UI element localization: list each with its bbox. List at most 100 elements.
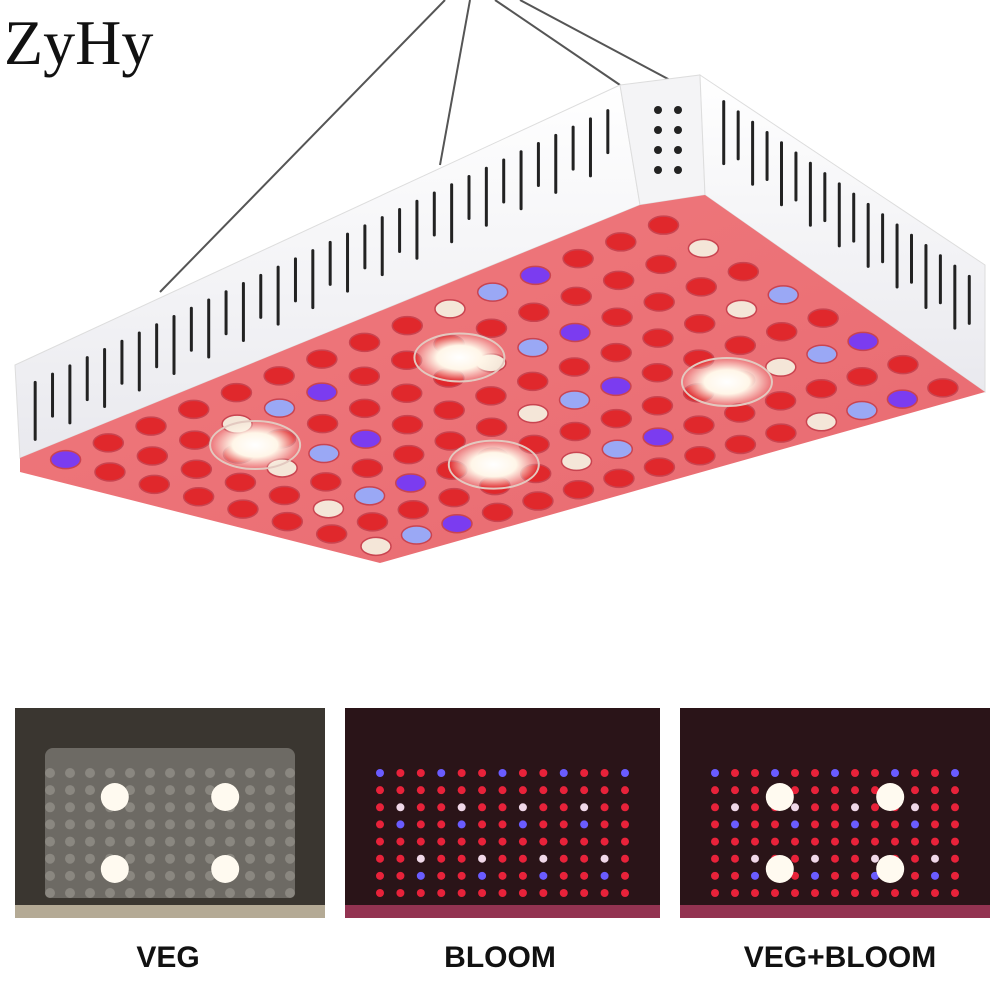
led xyxy=(559,803,568,812)
led xyxy=(105,888,115,898)
led xyxy=(559,854,568,863)
led xyxy=(94,462,126,482)
led xyxy=(392,444,425,465)
slit xyxy=(924,244,928,310)
slit xyxy=(852,192,856,243)
slit xyxy=(328,240,332,286)
led xyxy=(931,854,939,863)
slit xyxy=(432,191,436,237)
led xyxy=(224,472,257,493)
led xyxy=(391,315,424,336)
led xyxy=(951,820,959,829)
slit xyxy=(155,323,159,369)
floor-glow xyxy=(15,905,325,918)
led xyxy=(724,335,757,356)
led xyxy=(478,820,487,829)
led xyxy=(498,786,507,795)
led xyxy=(306,413,339,434)
led xyxy=(559,837,568,846)
led xyxy=(580,769,589,777)
led xyxy=(539,769,548,777)
vent-hole xyxy=(654,166,662,174)
led xyxy=(125,768,135,778)
led xyxy=(851,871,859,880)
led xyxy=(182,487,215,507)
led xyxy=(65,888,75,898)
led xyxy=(518,820,527,829)
led xyxy=(396,803,405,812)
led xyxy=(437,889,446,897)
led xyxy=(498,803,507,812)
led xyxy=(931,889,939,897)
led xyxy=(600,820,609,829)
slit xyxy=(346,232,350,293)
led xyxy=(580,803,589,812)
slit xyxy=(736,110,740,161)
led xyxy=(265,785,275,796)
led xyxy=(951,837,959,846)
led xyxy=(560,451,593,472)
led xyxy=(65,768,75,778)
led xyxy=(642,427,674,447)
slit xyxy=(751,120,755,186)
panel-photo xyxy=(680,708,990,918)
led xyxy=(831,854,839,863)
led xyxy=(457,837,466,846)
led xyxy=(621,820,629,829)
led xyxy=(911,889,919,897)
led xyxy=(360,536,392,557)
led xyxy=(621,889,629,897)
led xyxy=(887,354,919,375)
led xyxy=(711,803,719,812)
led xyxy=(731,803,739,812)
slit xyxy=(293,257,297,303)
led xyxy=(891,769,899,777)
mode-label: VEG+BLOOM xyxy=(744,941,937,974)
led xyxy=(911,803,919,812)
led xyxy=(559,820,568,829)
led xyxy=(245,853,255,864)
led xyxy=(185,819,195,830)
led xyxy=(125,836,135,847)
cob-led xyxy=(680,356,773,407)
led xyxy=(265,819,275,830)
led xyxy=(263,398,296,418)
led xyxy=(396,786,405,795)
led xyxy=(245,802,255,813)
led xyxy=(911,786,919,795)
led xyxy=(416,820,425,829)
led xyxy=(518,302,550,323)
led xyxy=(205,888,215,898)
led xyxy=(731,854,739,863)
led xyxy=(136,446,169,466)
led xyxy=(165,870,175,881)
led xyxy=(751,889,759,897)
led xyxy=(205,802,215,813)
led xyxy=(478,803,487,812)
led xyxy=(751,854,759,863)
slit xyxy=(33,380,37,441)
led xyxy=(433,400,465,421)
led xyxy=(831,889,839,897)
cob-led xyxy=(765,783,794,811)
led xyxy=(711,871,719,880)
led xyxy=(165,888,175,898)
vent-hole xyxy=(674,126,682,134)
led xyxy=(396,820,405,829)
led xyxy=(600,376,632,397)
led xyxy=(805,412,838,432)
led xyxy=(45,888,55,898)
led xyxy=(478,786,487,795)
led xyxy=(85,802,95,813)
slit xyxy=(794,151,798,202)
led xyxy=(457,803,466,812)
led xyxy=(125,819,135,830)
led xyxy=(85,870,95,881)
slit xyxy=(866,202,870,268)
led xyxy=(683,313,716,334)
led xyxy=(285,785,295,796)
led xyxy=(951,889,959,897)
cob-led xyxy=(447,439,540,490)
led xyxy=(416,769,425,777)
